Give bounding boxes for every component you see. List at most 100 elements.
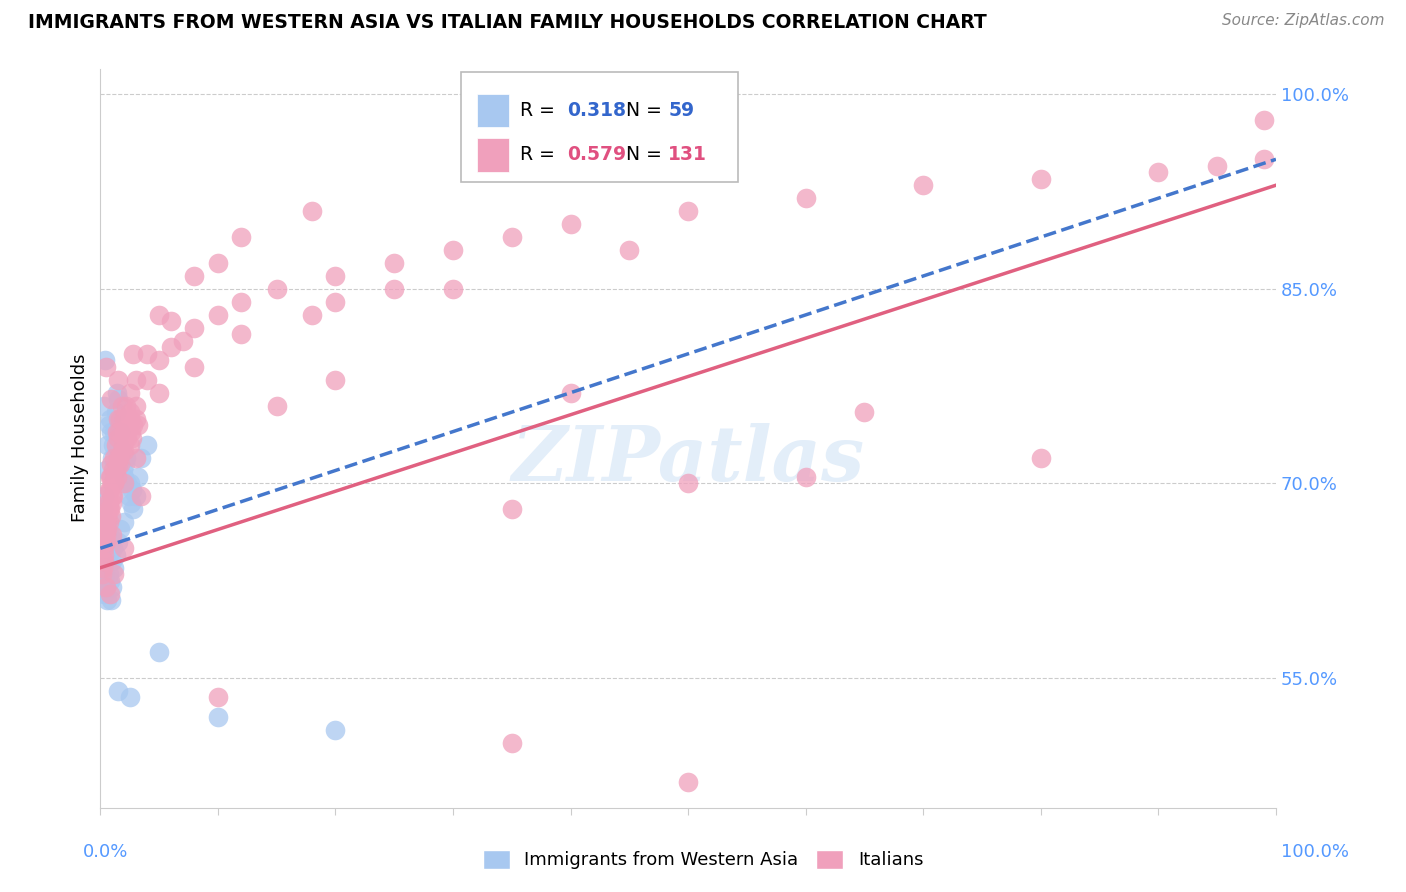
Point xyxy=(301,308,323,322)
Point xyxy=(98,470,121,484)
Point xyxy=(104,405,127,419)
Point xyxy=(853,405,876,419)
Point xyxy=(118,411,141,425)
Point xyxy=(148,645,170,659)
Point xyxy=(325,373,347,387)
Point xyxy=(325,268,347,283)
Point xyxy=(107,392,129,406)
Point xyxy=(560,217,582,231)
Point xyxy=(97,496,120,510)
Point xyxy=(131,450,153,465)
Point xyxy=(96,522,118,536)
Point xyxy=(117,490,139,504)
Point xyxy=(100,392,122,406)
Point xyxy=(101,554,124,568)
Point xyxy=(266,399,288,413)
Point xyxy=(97,567,120,582)
Point xyxy=(93,522,115,536)
Point xyxy=(122,347,145,361)
Point xyxy=(97,516,120,530)
Point xyxy=(101,580,124,594)
Point xyxy=(124,450,146,465)
Text: R =: R = xyxy=(520,145,561,164)
Point xyxy=(183,268,205,283)
Point xyxy=(108,425,131,439)
FancyBboxPatch shape xyxy=(477,94,509,128)
Point xyxy=(120,425,142,439)
Point xyxy=(115,399,138,413)
Point xyxy=(96,534,118,549)
Text: ZIPatlas: ZIPatlas xyxy=(512,423,865,497)
Point xyxy=(93,554,115,568)
Point xyxy=(110,457,132,471)
Point xyxy=(107,411,129,425)
Point xyxy=(107,684,129,698)
Point xyxy=(207,308,229,322)
Point xyxy=(676,774,699,789)
Point xyxy=(103,476,125,491)
Point xyxy=(97,483,120,497)
Point xyxy=(107,450,129,465)
Point xyxy=(207,710,229,724)
Point xyxy=(172,334,194,348)
Point xyxy=(94,528,117,542)
Point xyxy=(103,567,125,582)
Point xyxy=(136,373,159,387)
Text: 0.318: 0.318 xyxy=(567,101,626,120)
Point xyxy=(108,450,131,465)
Point xyxy=(115,425,138,439)
Point xyxy=(1253,113,1275,128)
Point xyxy=(118,385,141,400)
Point xyxy=(120,496,142,510)
Point xyxy=(110,444,132,458)
Point xyxy=(301,204,323,219)
Text: N =: N = xyxy=(614,101,668,120)
Point xyxy=(121,483,143,497)
Text: 100.0%: 100.0% xyxy=(1281,843,1348,861)
Point xyxy=(91,502,114,516)
Point xyxy=(94,353,117,368)
Point xyxy=(124,490,146,504)
Point xyxy=(124,411,146,425)
Point xyxy=(93,548,115,562)
Point xyxy=(103,541,125,556)
Point xyxy=(103,560,125,574)
Point xyxy=(127,470,149,484)
Point xyxy=(96,516,118,530)
Text: R =: R = xyxy=(520,101,561,120)
Point xyxy=(501,736,523,750)
Point xyxy=(94,567,117,582)
Point xyxy=(160,314,183,328)
Point xyxy=(107,373,129,387)
Point xyxy=(103,476,125,491)
Point xyxy=(98,574,121,588)
Point xyxy=(266,282,288,296)
Point xyxy=(148,385,170,400)
Point xyxy=(121,431,143,445)
Point xyxy=(94,508,117,523)
Point xyxy=(231,294,253,309)
Text: 0.579: 0.579 xyxy=(567,145,626,164)
FancyBboxPatch shape xyxy=(477,138,509,171)
Point xyxy=(103,425,125,439)
Point xyxy=(118,476,141,491)
Point xyxy=(111,437,134,451)
Point xyxy=(104,463,127,477)
Point xyxy=(98,483,121,497)
Point xyxy=(108,437,131,451)
Point xyxy=(93,587,115,601)
Point xyxy=(110,522,132,536)
Point xyxy=(107,431,129,445)
Point xyxy=(103,437,125,451)
Point xyxy=(101,528,124,542)
Point xyxy=(90,567,112,582)
Point xyxy=(96,463,118,477)
Point xyxy=(110,425,132,439)
Point xyxy=(104,548,127,562)
Point xyxy=(136,347,159,361)
Point xyxy=(117,431,139,445)
Point xyxy=(501,502,523,516)
Point xyxy=(103,450,125,465)
Point xyxy=(100,541,122,556)
Point xyxy=(231,327,253,342)
